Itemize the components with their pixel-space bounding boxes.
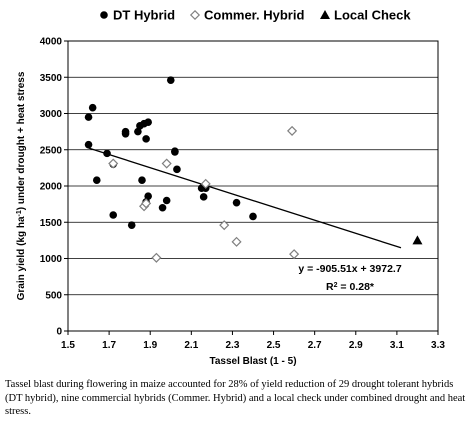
data-point — [144, 118, 152, 126]
data-point — [199, 193, 208, 201]
x-axis-ticks: 1.5 1.7 1.9 2.1 2.3 2.5 2.7 2.9 3.1 3.3 — [61, 331, 445, 351]
data-point — [231, 236, 242, 247]
data-point — [173, 165, 181, 174]
y-axis-ticks: 0 500 1000 1500 2000 2500 3000 3500 4000 — [40, 37, 68, 338]
x-tick-label: 1.9 — [143, 340, 157, 351]
legend-marker — [320, 10, 330, 19]
data-point — [84, 140, 93, 149]
y-tick-label: 2500 — [40, 145, 63, 156]
data-point — [109, 211, 118, 219]
data-point — [142, 135, 150, 143]
data-point — [161, 158, 172, 169]
data-point — [88, 103, 97, 112]
series-local-check — [412, 235, 423, 245]
y-tick-label: 500 — [45, 290, 62, 301]
data-point — [166, 76, 175, 84]
y-axis-label: Grain yield (kg ha-1) under drought + he… — [16, 71, 28, 300]
data-point — [219, 220, 230, 231]
data-point — [144, 192, 152, 200]
data-point — [162, 196, 171, 205]
x-tick-label: 2.7 — [308, 340, 322, 351]
x-tick-label: 2.3 — [225, 340, 239, 351]
legend: DT Hybrid Commer. Hybrid Local Check — [100, 8, 411, 23]
series-commer-hybrid — [108, 125, 300, 263]
data-point — [103, 149, 111, 158]
data-point — [108, 158, 119, 169]
data-point — [84, 113, 93, 121]
x-tick-label: 1.7 — [102, 340, 116, 351]
data-point — [412, 235, 423, 245]
x-tick-label: 2.9 — [349, 340, 363, 351]
data-point — [121, 130, 130, 138]
trendline — [88, 147, 402, 249]
data-point — [289, 249, 300, 260]
y-tick-label: 1500 — [40, 218, 63, 229]
data-point — [138, 176, 146, 184]
legend-marker — [100, 11, 108, 19]
y-tick-label: 3500 — [40, 73, 63, 84]
y-tick-label: 4000 — [40, 37, 63, 48]
x-tick-label: 3.1 — [390, 340, 404, 351]
data-point — [287, 125, 298, 136]
x-tick-label: 1.5 — [61, 340, 75, 351]
y-tick-label: 2000 — [40, 182, 63, 193]
data-point — [232, 198, 241, 207]
figure-caption: Tassel blast during flowering in maize a… — [5, 379, 466, 417]
data-point — [127, 221, 136, 229]
data-point — [134, 127, 142, 136]
x-axis-label: Tassel Blast (1 - 5) — [209, 356, 296, 367]
data-points — [84, 76, 423, 263]
y-tick-label: 1000 — [40, 254, 63, 265]
data-point — [249, 212, 257, 221]
data-point — [158, 203, 167, 212]
y-tick-label: 3000 — [40, 109, 63, 120]
legend-label: Local Check — [334, 8, 411, 23]
data-point — [200, 178, 211, 189]
series-dt-hybrid — [84, 76, 257, 229]
regression-equation: y = -905.51x + 3972.7 — [298, 263, 401, 275]
regression-annotation: y = -905.51x + 3972.7 R2 = 0.28* — [298, 263, 401, 293]
data-point — [171, 147, 179, 155]
y-tick-label: 0 — [56, 327, 62, 338]
x-tick-label: 2.5 — [267, 340, 281, 351]
x-tick-label: 3.3 — [431, 340, 445, 351]
x-tick-label: 2.1 — [184, 340, 198, 351]
data-point — [141, 198, 152, 209]
r-squared: R2 = 0.28* — [326, 281, 375, 293]
legend-label: DT Hybrid — [113, 8, 175, 23]
legend-label: Commer. Hybrid — [204, 8, 304, 23]
data-point — [92, 176, 101, 184]
data-point — [151, 252, 162, 263]
legend-marker — [189, 9, 201, 21]
